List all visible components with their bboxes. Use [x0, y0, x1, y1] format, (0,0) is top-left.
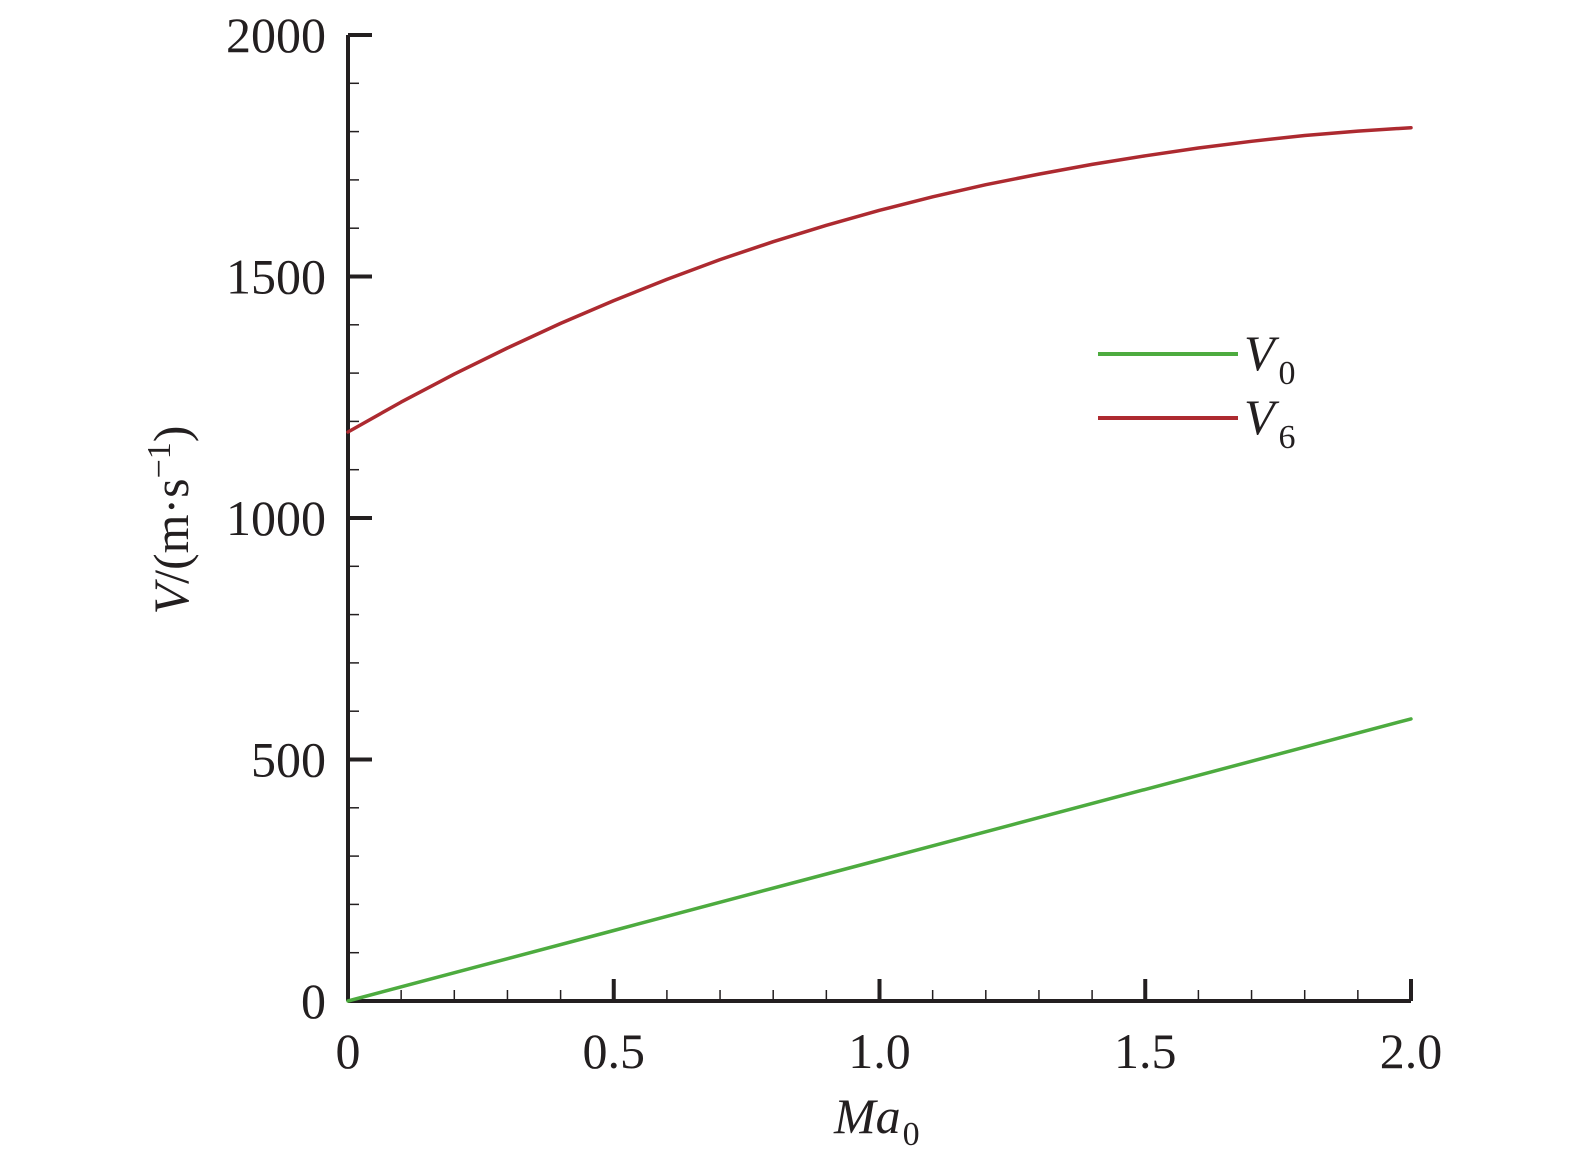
x-tick-label: 0	[336, 1023, 361, 1079]
legend-label-main: V	[1244, 325, 1280, 381]
x-tick-label: 2.0	[1380, 1023, 1443, 1079]
legend-label-main: V	[1244, 389, 1280, 445]
y-axis-title: V/(m·s−1)	[141, 426, 199, 615]
x-axis-title-sub: 0	[903, 1116, 920, 1153]
legend-label-sub: 6	[1279, 419, 1296, 456]
series-line-v6	[346, 125, 1413, 434]
x-tick-label: 0.5	[583, 1023, 646, 1079]
y-tick-label: 1500	[226, 249, 326, 305]
x-axis-title: Ma0	[833, 1088, 920, 1153]
y-axis-title-unit: /(m·s	[143, 478, 199, 584]
legend-label-sub: 0	[1279, 355, 1296, 392]
y-axis-title-close: )	[143, 426, 199, 443]
series-line-v0	[346, 717, 1413, 1003]
x-axis-title-main: Ma	[833, 1088, 901, 1144]
legend: V 0V 6	[1098, 325, 1296, 456]
y-tick-label: 2000	[226, 7, 326, 63]
series-group	[346, 125, 1413, 1003]
x-tick-label: 1.5	[1114, 1023, 1177, 1079]
y-tick-label: 1000	[226, 490, 326, 546]
y-axis-title-main: V	[143, 578, 199, 614]
axes: 0 0.5 1.0 1.5 2.0 0 500 1000 1500 2000	[226, 7, 1442, 1079]
y-tick-label: 500	[251, 732, 326, 788]
x-tick-label: 1.0	[848, 1023, 911, 1079]
y-axis-title-sup: −1	[141, 442, 178, 478]
y-tick-label: 0	[301, 973, 326, 1029]
